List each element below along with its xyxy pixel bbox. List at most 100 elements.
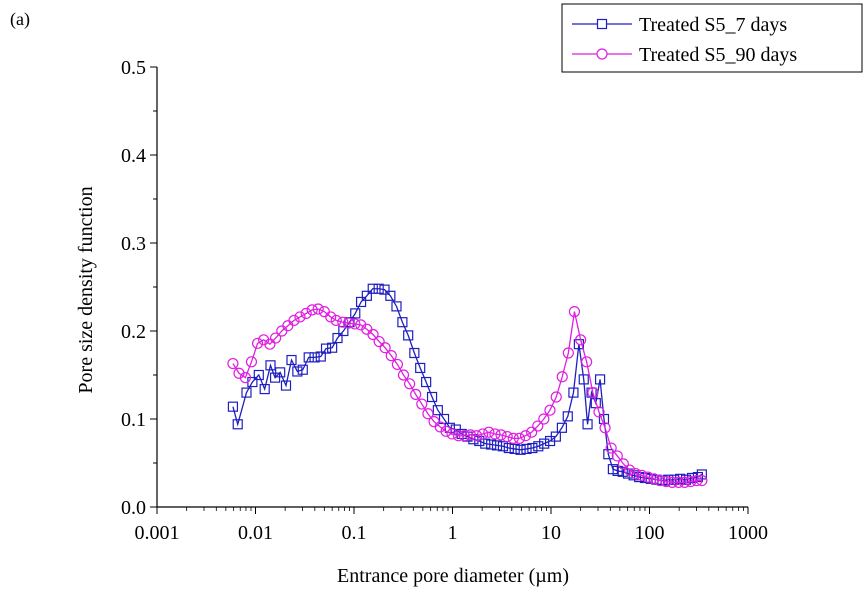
- data-point: [288, 314, 300, 327]
- legend-item: Treated S5_7 days: [572, 14, 787, 36]
- data-point: [515, 444, 526, 455]
- data-point: [264, 338, 276, 350]
- data-point: [232, 419, 243, 430]
- y-tick-label: 0.0: [121, 497, 146, 519]
- series-1: [227, 283, 707, 486]
- series-line: [232, 308, 702, 484]
- data-point: [327, 342, 338, 353]
- y-tick-label: 0.5: [121, 57, 146, 79]
- data-point: [617, 458, 629, 470]
- data-point: [568, 306, 581, 318]
- data-point: [562, 411, 573, 422]
- data-point: [361, 290, 372, 301]
- data-point: [594, 374, 606, 385]
- data-point: [422, 408, 434, 420]
- data-point: [325, 311, 337, 323]
- data-point: [556, 422, 567, 433]
- data-point: [617, 466, 628, 477]
- data-point: [367, 283, 378, 294]
- data-point: [297, 364, 308, 375]
- data-point: [605, 442, 617, 454]
- data-point: [696, 475, 708, 487]
- y-axis-label: Pore size density function: [75, 186, 97, 393]
- data-point: [513, 432, 526, 444]
- data-point: [471, 430, 483, 442]
- data-point: [350, 308, 361, 319]
- data-point: [477, 428, 489, 440]
- data-point: [259, 383, 270, 395]
- data-point: [691, 475, 703, 487]
- data-point: [464, 429, 477, 441]
- y-tick-label: 0.1: [121, 409, 146, 431]
- data-point: [562, 347, 574, 359]
- data-point: [660, 475, 672, 488]
- data-point: [367, 328, 379, 341]
- y-axis: 0.0 0.1 0.2 0.3 0.4 0.5: [121, 57, 157, 519]
- data-point: [391, 301, 402, 312]
- data-point: [648, 473, 660, 485]
- data-point: [672, 476, 685, 488]
- data-point: [379, 284, 390, 295]
- data-point: [507, 432, 519, 444]
- data-point: [320, 343, 332, 354]
- x-tick-label: 1000: [728, 522, 768, 544]
- data-point: [446, 428, 458, 440]
- data-point: [416, 398, 428, 410]
- x-tick-label: 0.01: [238, 522, 273, 544]
- data-point: [599, 422, 611, 434]
- data-point: [385, 290, 396, 301]
- data-point: [666, 476, 678, 488]
- data-point: [373, 283, 384, 294]
- data-point: [332, 332, 343, 344]
- data-point: [349, 318, 361, 330]
- series-layer: [227, 283, 708, 488]
- data-point: [403, 330, 414, 341]
- data-point: [426, 391, 438, 403]
- data-point: [519, 430, 532, 442]
- x-tick-label: 10: [541, 522, 561, 544]
- data-point: [663, 474, 674, 485]
- data-point: [532, 420, 544, 432]
- panel-label: (a): [10, 9, 30, 30]
- data-point: [474, 435, 485, 447]
- data-point: [544, 404, 556, 416]
- data-point: [286, 354, 297, 366]
- data-point: [636, 469, 648, 481]
- data-point: [342, 317, 355, 329]
- data-point: [556, 371, 568, 383]
- data-point: [397, 317, 408, 328]
- data-point: [280, 380, 292, 391]
- data-point: [533, 441, 544, 452]
- data-point: [315, 351, 326, 362]
- data-point: [409, 347, 420, 359]
- y-tick-label: 0.2: [121, 321, 146, 343]
- data-point: [385, 350, 397, 362]
- data-point: [338, 325, 349, 337]
- legend-item: Treated S5_90 days: [572, 44, 797, 66]
- data-point: [440, 425, 452, 437]
- data-point: [611, 450, 623, 462]
- data-point: [452, 430, 465, 442]
- data-point: [391, 358, 404, 371]
- data-point: [578, 374, 589, 385]
- plot-area: [156, 67, 748, 508]
- data-point: [227, 357, 239, 370]
- data-point: [582, 419, 593, 430]
- data-point: [312, 303, 324, 315]
- data-point: [404, 378, 416, 390]
- legend-label: Treated S5_90 days: [639, 44, 797, 66]
- data-point: [678, 476, 691, 488]
- data-point: [642, 471, 654, 483]
- data-point: [480, 438, 491, 449]
- data-point: [415, 362, 426, 374]
- data-point: [330, 314, 342, 327]
- data-point: [527, 442, 538, 454]
- data-point: [593, 406, 605, 418]
- data-point: [270, 332, 282, 344]
- data-point: [251, 337, 264, 349]
- series-2: [227, 303, 708, 488]
- data-point: [685, 475, 697, 488]
- data-point: [245, 356, 258, 368]
- data-point: [623, 464, 636, 476]
- data-point: [303, 352, 314, 363]
